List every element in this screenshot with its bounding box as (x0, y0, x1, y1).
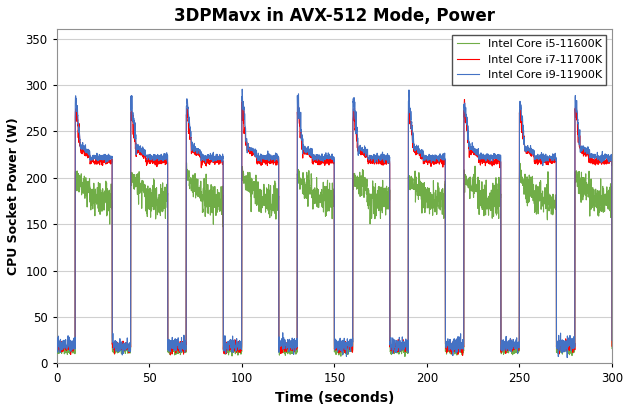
Intel Core i5-11600K (164, 194, 171, 199)
Intel Core i9-11900K (390, 337, 398, 342)
Intel Core i5-11600K (320, 190, 328, 195)
Intel Core i7-11700K (459, 353, 466, 358)
Intel Core i9-11900K (53, 340, 60, 345)
Line: Intel Core i5-11600K: Intel Core i5-11600K (57, 163, 612, 356)
Line: Intel Core i9-11900K: Intel Core i9-11900K (57, 89, 612, 358)
Y-axis label: CPU Socket Power (W): CPU Socket Power (W) (7, 117, 20, 275)
Intel Core i9-11900K (320, 157, 328, 162)
Intel Core i7-11700K (164, 160, 171, 165)
Intel Core i5-11600K (583, 184, 591, 189)
Intel Core i9-11900K (563, 355, 571, 360)
X-axis label: Time (seconds): Time (seconds) (275, 391, 394, 405)
Intel Core i5-11600K (401, 354, 409, 359)
Intel Core i7-11700K (320, 159, 328, 164)
Intel Core i5-11600K (238, 349, 245, 353)
Intel Core i7-11700K (294, 94, 302, 99)
Intel Core i7-11700K (53, 346, 60, 351)
Intel Core i5-11600K (53, 346, 60, 351)
Legend: Intel Core i5-11600K, Intel Core i7-11700K, Intel Core i9-11900K: Intel Core i5-11600K, Intel Core i7-1170… (452, 35, 607, 85)
Intel Core i9-11900K (274, 154, 282, 159)
Intel Core i9-11900K (608, 338, 616, 343)
Intel Core i7-11700K (583, 148, 591, 153)
Intel Core i5-11600K (390, 348, 398, 353)
Intel Core i5-11600K (183, 160, 190, 165)
Intel Core i5-11600K (608, 346, 616, 351)
Intel Core i5-11600K (274, 196, 282, 201)
Intel Core i9-11900K (237, 339, 244, 344)
Intel Core i7-11700K (274, 159, 282, 164)
Intel Core i9-11900K (583, 146, 591, 151)
Intel Core i7-11700K (390, 341, 398, 346)
Line: Intel Core i7-11700K: Intel Core i7-11700K (57, 97, 612, 355)
Intel Core i9-11900K (164, 152, 171, 157)
Intel Core i9-11900K (238, 87, 246, 92)
Title: 3DPMavx in AVX-512 Mode, Power: 3DPMavx in AVX-512 Mode, Power (174, 7, 495, 25)
Intel Core i7-11700K (608, 344, 616, 349)
Intel Core i7-11700K (237, 341, 244, 346)
